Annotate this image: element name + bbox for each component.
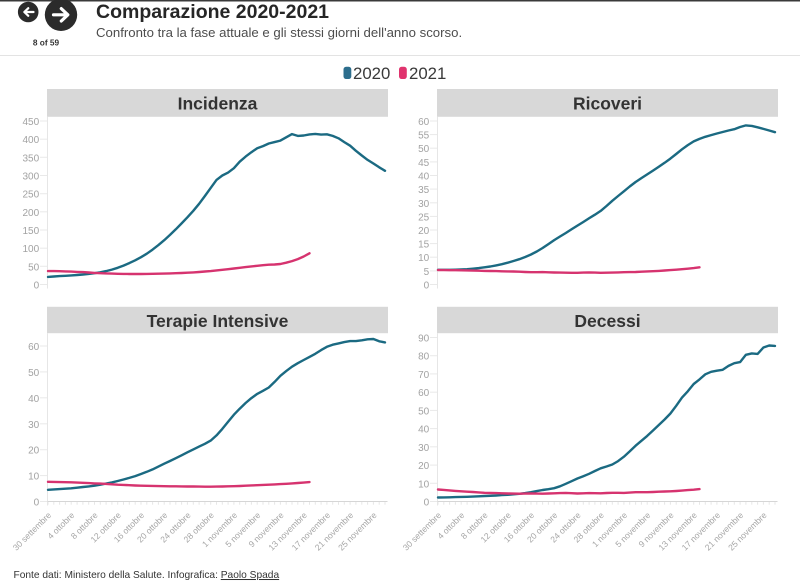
svg-text:40: 40 — [418, 172, 430, 183]
svg-text:Fonte dati: Ministero della Sa: Fonte dati: Ministero della Salute. Info… — [14, 570, 280, 581]
svg-text:80: 80 — [418, 352, 430, 363]
svg-text:100: 100 — [23, 244, 40, 255]
svg-text:Decessi: Decessi — [574, 311, 640, 331]
svg-text:60: 60 — [28, 342, 40, 353]
svg-text:50: 50 — [418, 144, 430, 155]
svg-text:0: 0 — [34, 281, 40, 292]
svg-text:60: 60 — [418, 388, 430, 399]
svg-text:200: 200 — [23, 208, 40, 219]
svg-text:40: 40 — [418, 425, 430, 436]
svg-text:70: 70 — [418, 370, 430, 381]
svg-text:Terapie Intensive: Terapie Intensive — [147, 311, 289, 331]
svg-text:50: 50 — [418, 406, 430, 417]
svg-text:50: 50 — [28, 262, 40, 273]
svg-text:10: 10 — [28, 472, 40, 483]
svg-text:55: 55 — [418, 131, 430, 142]
svg-text:35: 35 — [418, 185, 430, 196]
svg-text:90: 90 — [418, 334, 430, 345]
svg-text:2021: 2021 — [409, 64, 446, 83]
svg-text:0: 0 — [424, 498, 430, 509]
svg-text:8 of 59: 8 of 59 — [33, 38, 60, 48]
svg-text:250: 250 — [23, 190, 40, 201]
svg-text:20: 20 — [418, 226, 430, 237]
svg-text:50: 50 — [28, 368, 40, 379]
svg-text:0: 0 — [34, 498, 40, 509]
svg-text:15: 15 — [418, 240, 430, 251]
svg-text:Ricoveri: Ricoveri — [573, 94, 642, 114]
svg-text:45: 45 — [418, 158, 430, 169]
svg-text:10: 10 — [418, 253, 430, 264]
svg-text:5: 5 — [424, 267, 430, 278]
svg-text:350: 350 — [23, 153, 40, 164]
svg-text:40: 40 — [28, 394, 40, 405]
svg-text:450: 450 — [23, 117, 40, 128]
svg-text:Incidenza: Incidenza — [178, 94, 258, 114]
svg-text:10: 10 — [418, 479, 430, 490]
svg-text:25: 25 — [418, 212, 430, 223]
svg-text:400: 400 — [23, 135, 40, 146]
svg-text:300: 300 — [23, 172, 40, 183]
svg-text:Confronto tra la fase attuale: Confronto tra la fase attuale e gli stes… — [96, 25, 462, 40]
svg-text:0: 0 — [424, 281, 430, 292]
svg-text:30: 30 — [418, 199, 430, 210]
svg-text:20: 20 — [418, 461, 430, 472]
svg-text:30: 30 — [28, 420, 40, 431]
svg-text:150: 150 — [23, 226, 40, 237]
svg-text:30: 30 — [418, 443, 430, 454]
svg-text:2020: 2020 — [353, 64, 390, 83]
svg-text:60: 60 — [418, 117, 430, 128]
svg-text:Comparazione 2020-2021: Comparazione 2020-2021 — [96, 1, 329, 23]
svg-text:20: 20 — [28, 446, 40, 457]
